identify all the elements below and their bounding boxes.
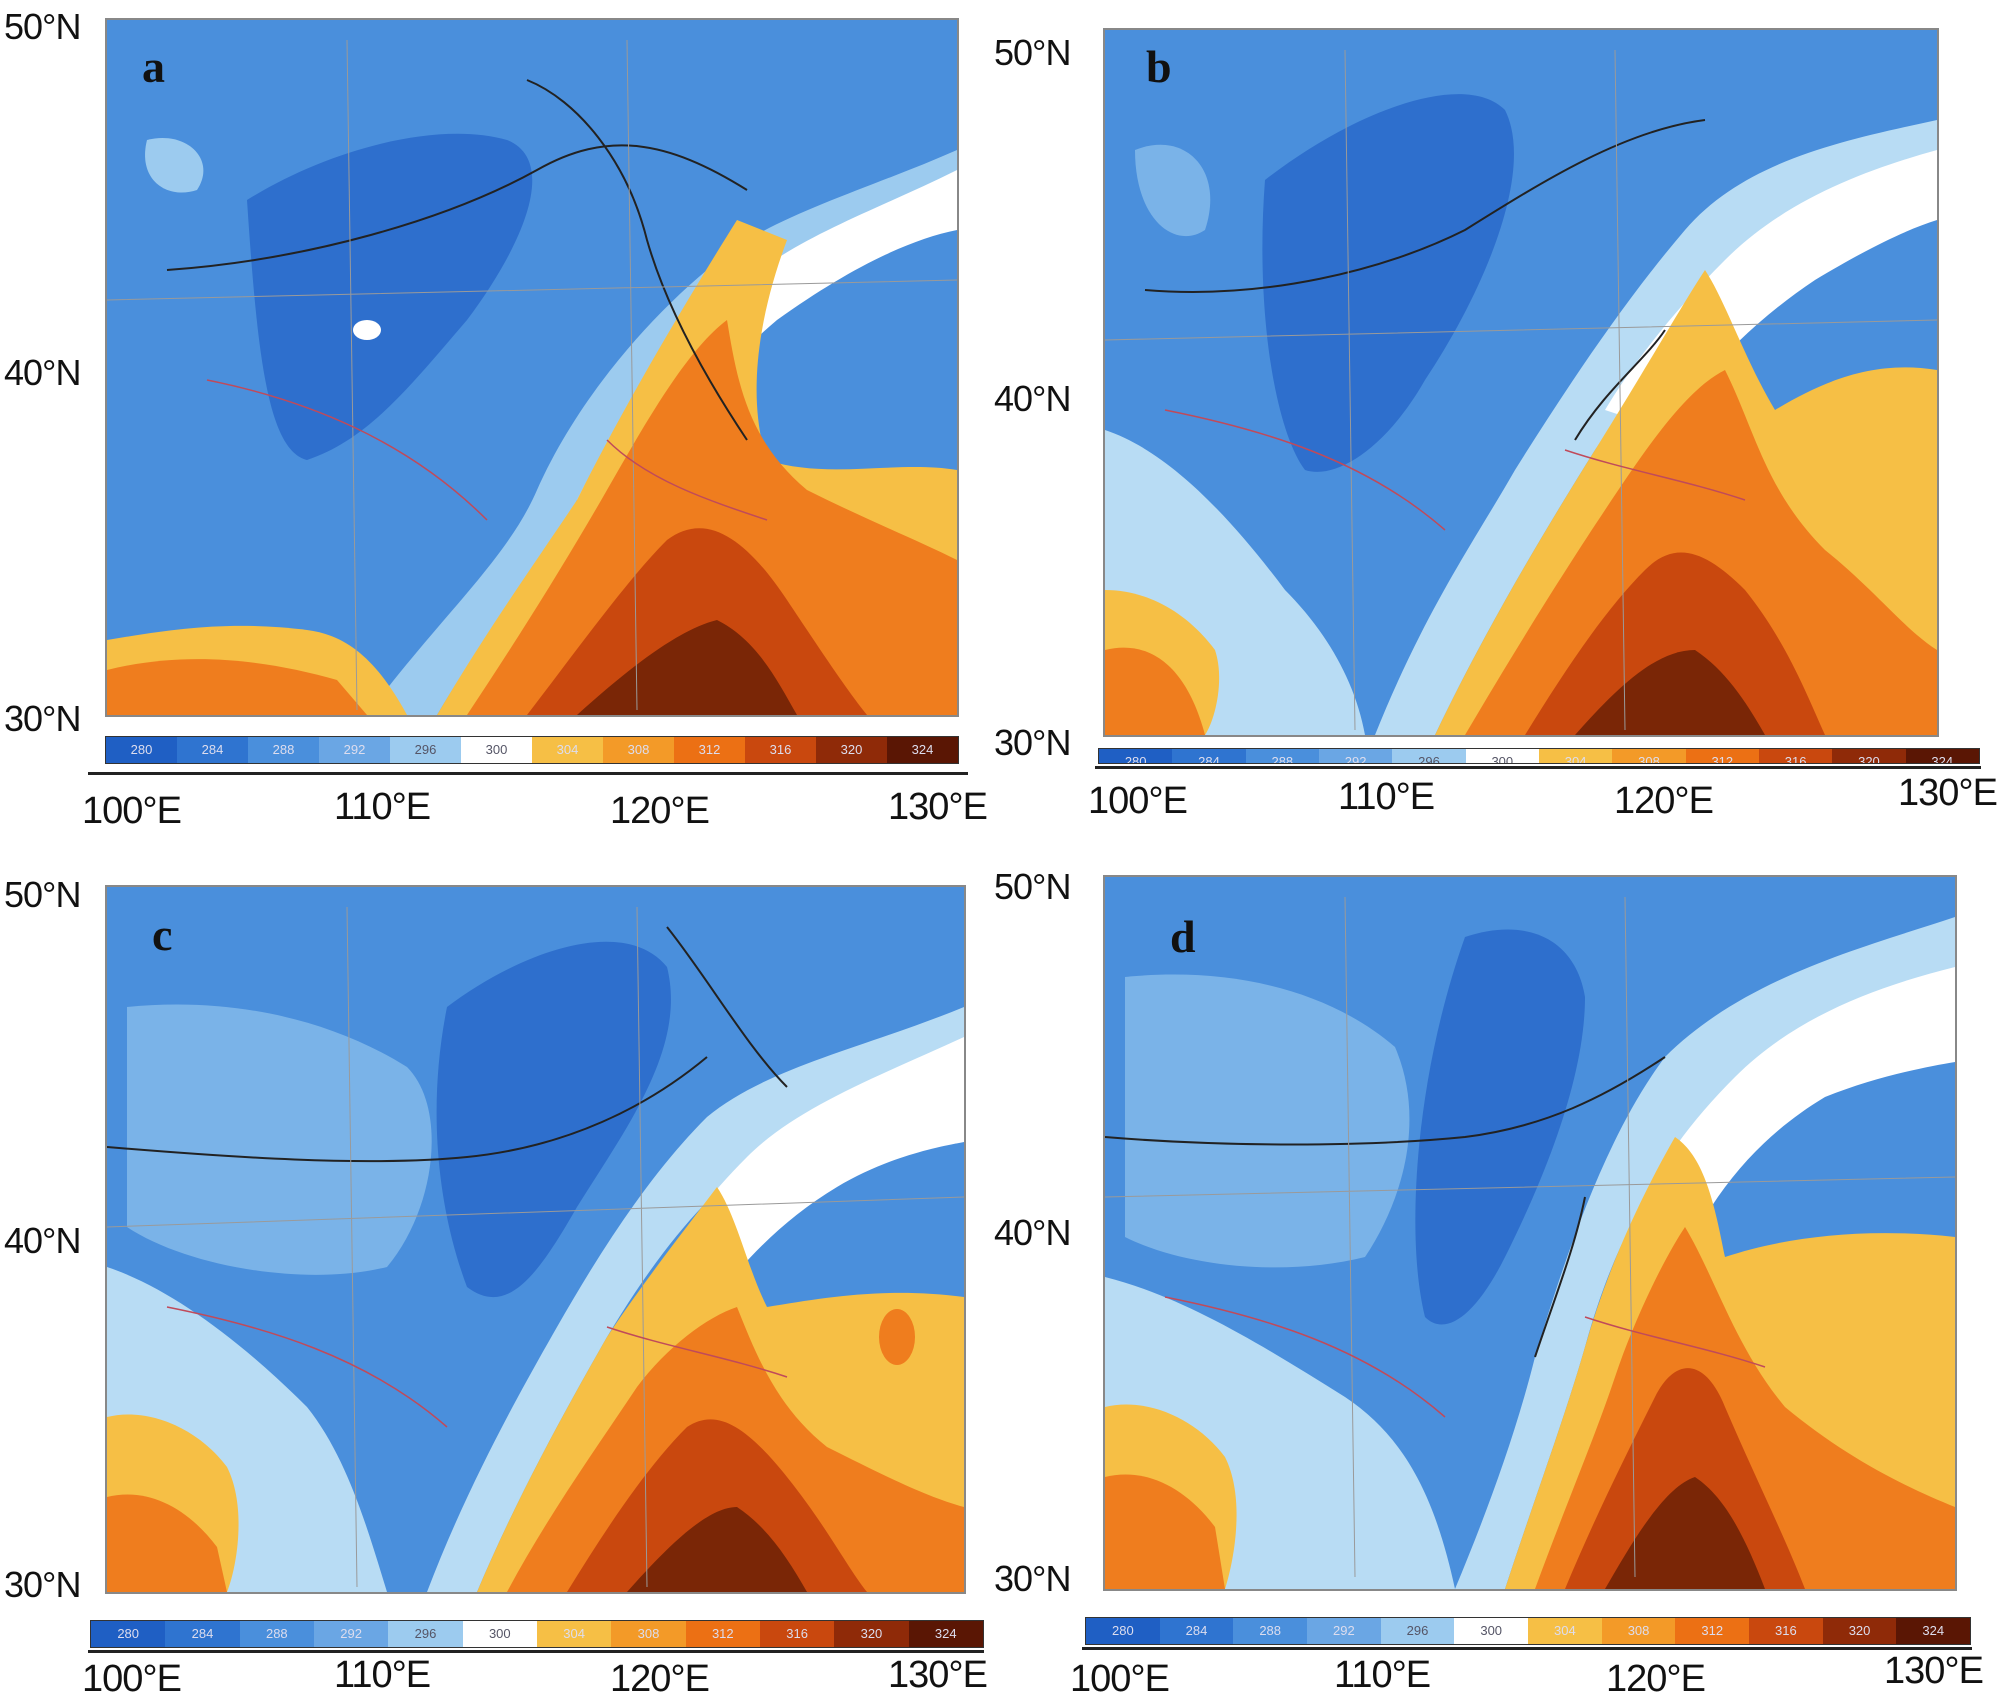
colorbar-segment: 300 [1465, 749, 1539, 763]
map-panel-c [105, 885, 966, 1594]
lat-label-30n-d: 30°N [994, 1558, 1071, 1599]
lat-label-30n-b: 30°N [994, 722, 1071, 763]
colorbar-segment: 292 [313, 1621, 389, 1647]
colorbar-segment: 288 [1245, 749, 1319, 763]
colorbar-segment: 288 [1233, 1618, 1308, 1644]
colorbar-segment: 312 [1675, 1618, 1750, 1644]
lat-label-40n-b: 40°N [994, 378, 1071, 419]
lon-label-130e-c: 130°E [888, 1654, 988, 1696]
colorbar-c: 280 284 288 292 296 300 304 308 312 316 320 324 [90, 1620, 984, 1648]
colorbar-segment: 324 [1896, 1618, 1971, 1644]
colorbar-segment: 320 [816, 737, 887, 763]
lon-axis-line-d [1082, 1647, 1972, 1650]
lat-label-30n: 30°N [4, 698, 81, 739]
colorbar-segment: 292 [1307, 1618, 1381, 1644]
colorbar-segment: 308 [611, 1621, 686, 1647]
colorbar-segment: 300 [462, 1621, 537, 1647]
colorbar-segment: 280 [91, 1621, 166, 1647]
colorbar-segment: 312 [685, 1621, 760, 1647]
temperature-field-c [107, 887, 964, 1592]
colorbar-segment: 292 [319, 737, 390, 763]
colorbar-segment: 316 [1758, 749, 1833, 763]
temperature-field-a [107, 20, 957, 715]
lon-label-120e: 120°E [610, 790, 710, 832]
lon-label-110e-d: 110°E [1334, 1654, 1431, 1696]
lon-label-110e-b: 110°E [1338, 776, 1435, 818]
lat-label-50n: 50°N [4, 6, 81, 47]
colorbar-segment: 284 [165, 1621, 240, 1647]
lon-label-110e-c: 110°E [334, 1654, 431, 1696]
map-panel-d [1103, 875, 1957, 1591]
colorbar-segment: 284 [1172, 749, 1246, 763]
colorbar-segment: 284 [177, 737, 248, 763]
lat-label-40n: 40°N [4, 352, 81, 393]
lat-label-30n-c: 30°N [4, 1564, 81, 1605]
lat-label-50n-d: 50°N [994, 866, 1071, 907]
colorbar-b: 280 284 288 292 296 300 304 308 312 316 320 324 [1098, 748, 1980, 764]
temperature-field-b [1105, 30, 1937, 735]
lon-label-110e: 110°E [334, 786, 431, 828]
colorbar-segment: 296 [1392, 749, 1466, 763]
lat-label-50n-b: 50°N [994, 32, 1071, 73]
colorbar-segment: 304 [1528, 1618, 1602, 1644]
panel-letter-c: c [152, 909, 173, 960]
colorbar-segment: 280 [1086, 1618, 1160, 1644]
colorbar-segment: 316 [759, 1621, 835, 1647]
colorbar-segment: 304 [532, 737, 603, 763]
map-panel-a [105, 18, 959, 717]
colorbar-segment: 308 [1612, 749, 1686, 763]
colorbar-segment: 308 [603, 737, 674, 763]
lon-axis-line-a [88, 772, 968, 775]
colorbar-segment: 300 [461, 737, 532, 763]
colorbar-segment: 316 [1749, 1618, 1823, 1644]
colorbar-segment: 320 [834, 1621, 909, 1647]
lon-label-130e: 130°E [888, 786, 988, 828]
colorbar-segment: 304 [1538, 749, 1613, 763]
colorbar-segment: 296 [390, 737, 461, 763]
map-panel-b [1103, 28, 1939, 737]
lon-label-100e-b: 100°E [1088, 780, 1188, 822]
lat-label-50n-c: 50°N [4, 874, 81, 915]
colorbar-segment: 312 [674, 737, 745, 763]
lon-axis-line-c [88, 1650, 984, 1653]
lon-label-120e-b: 120°E [1614, 780, 1714, 822]
colorbar-segment: 292 [1318, 749, 1393, 763]
colorbar-segment: 308 [1601, 1618, 1676, 1644]
colorbar-segment: 320 [1832, 749, 1906, 763]
lon-label-100e: 100°E [82, 790, 182, 832]
colorbar-segment: 284 [1159, 1618, 1234, 1644]
colorbar-segment: 288 [248, 737, 319, 763]
colorbar-segment: 320 [1822, 1618, 1897, 1644]
colorbar-segment: 316 [745, 737, 816, 763]
colorbar-segment: 300 [1454, 1618, 1529, 1644]
lon-label-100e-c: 100°E [82, 1658, 182, 1700]
lon-axis-line-b [1095, 766, 1981, 769]
temperature-field-d [1105, 877, 1955, 1589]
lon-label-100e-d: 100°E [1070, 1658, 1170, 1700]
colorbar-segment: 296 [388, 1621, 463, 1647]
colorbar-segment: 312 [1685, 749, 1759, 763]
lat-label-40n-c: 40°N [4, 1220, 81, 1261]
colorbar-segment: 280 [106, 737, 177, 763]
lon-label-120e-c: 120°E [610, 1658, 710, 1700]
colorbar-segment: 280 [1099, 749, 1173, 763]
panel-letter-b: b [1146, 41, 1172, 92]
panel-letter-d: d [1170, 911, 1196, 962]
panel-letter-a: a [142, 41, 165, 92]
colorbar-segment: 288 [239, 1621, 314, 1647]
colorbar-segment: 324 [887, 737, 958, 763]
colorbar-segment: 324 [1905, 749, 1979, 763]
colorbar-segment: 324 [908, 1621, 983, 1647]
lon-label-130e-d: 130°E [1884, 1650, 1984, 1692]
colorbar-a: 280 284 288 292 296 300 304 308 312 316 320 324 [105, 736, 959, 764]
colorbar-segment: 296 [1380, 1618, 1455, 1644]
lat-label-40n-d: 40°N [994, 1212, 1071, 1253]
lon-label-120e-d: 120°E [1606, 1658, 1706, 1700]
colorbar-d: 280 284 288 292 296 300 304 308 312 316 320 324 [1085, 1617, 1971, 1645]
lon-label-130e-b: 130°E [1898, 772, 1998, 814]
colorbar-segment: 304 [536, 1621, 612, 1647]
